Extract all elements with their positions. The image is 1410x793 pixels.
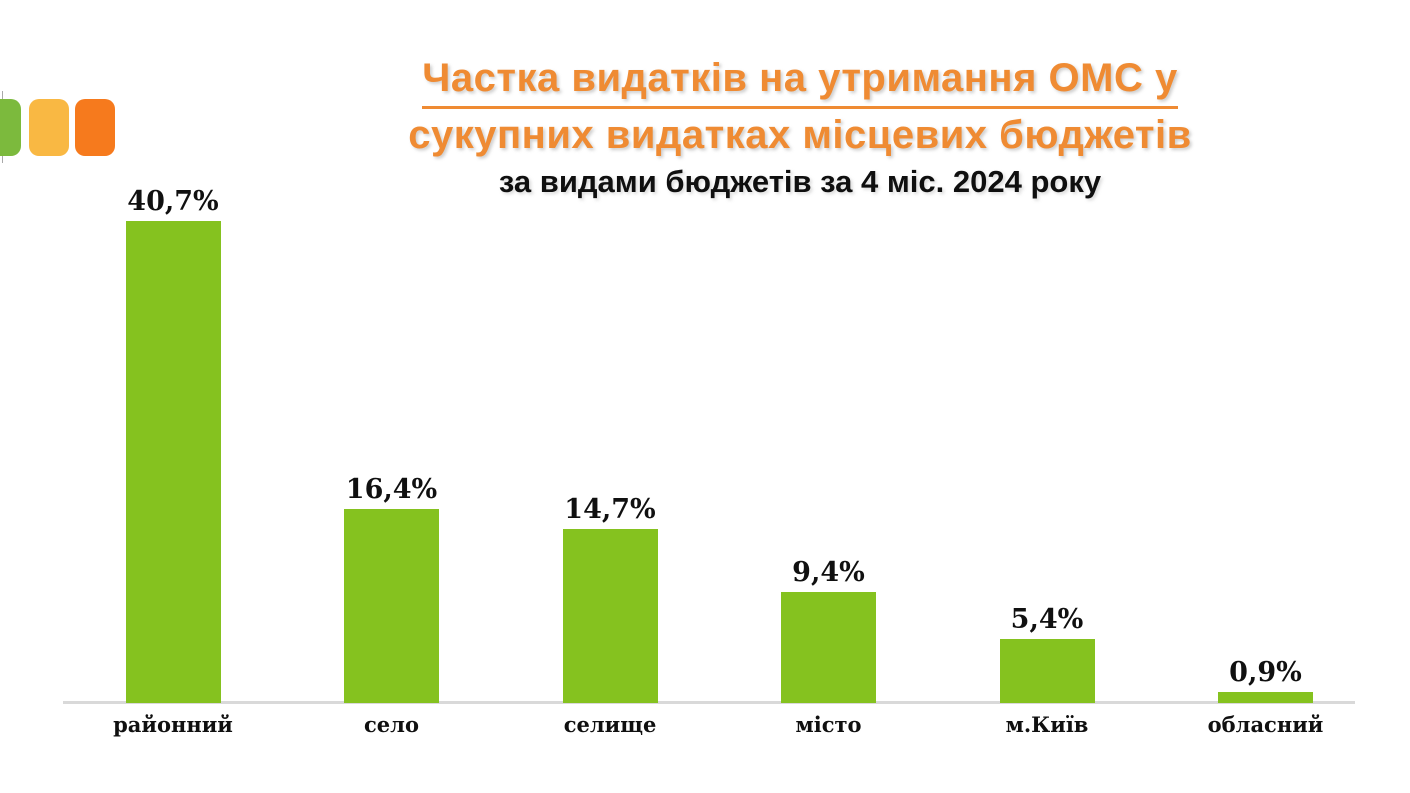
category-label: м.Київ [1005,712,1089,737]
logo-green-square-icon [0,99,21,156]
bar [344,509,439,703]
chart-subtitle: за видами бюджетів за 4 міс. 2024 року [498,164,1102,199]
logo [0,0,140,180]
bar-value-label: 40,7% [127,186,219,217]
category-label: районний [113,712,233,737]
bar-value-label: 14,7% [564,494,656,525]
bar-value-label: 0,9% [1229,657,1302,688]
category-label: місто [795,712,862,737]
bar-value-label: 5,4% [1010,604,1084,635]
bar [999,639,1095,703]
logo-orange-square-icon [75,99,115,156]
bar-value-label: 16,4% [345,474,438,505]
bar [781,592,876,703]
logo-yellow-square-icon [29,99,69,156]
category-label: селище [563,712,657,737]
bar [1218,692,1313,703]
chart-title-line1-text: Частка видатків на утримання ОМС у [422,52,1178,109]
bar [125,221,221,703]
bar [562,529,658,703]
category-label: обласний [1207,712,1324,737]
bar-value-label: 9,4% [792,557,865,588]
category-label: село [364,712,419,737]
chart-title-line2: сукупних видатках місцевих бюджетів [408,113,1192,157]
title-block: Частка видатків на утримання ОМС у сукуп… [340,52,1260,203]
chart-title-line1: Частка видатків на утримання ОМС у [340,52,1260,109]
x-axis-line [63,701,1355,704]
